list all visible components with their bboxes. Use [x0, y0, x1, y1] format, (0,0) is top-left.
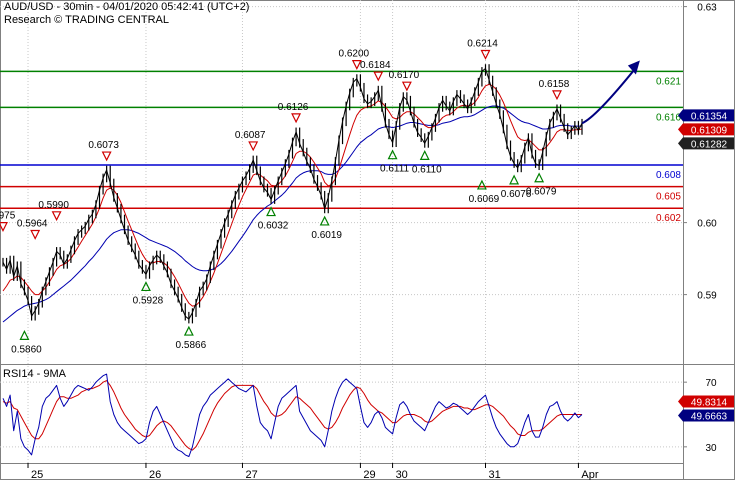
rsi-tag-label: 49.8314: [691, 398, 728, 409]
level-label: 0.616: [656, 112, 681, 123]
pivot-label: 0.6032: [258, 221, 289, 232]
x-tick-label: 26: [149, 469, 161, 480]
y-tick-label: 0.63: [697, 3, 717, 14]
pivot-label: 0.6079: [526, 187, 557, 198]
pivot-label: 0.5975: [0, 211, 16, 222]
pivot-label: 0.5928: [133, 295, 164, 306]
resistance-marker: [291, 113, 302, 124]
pivot-label: 0.5866: [176, 340, 207, 351]
resistance-marker: [552, 90, 562, 101]
pivot-label: 0.6073: [88, 140, 119, 151]
rsi-ma-line: [2, 380, 582, 451]
price-tag: 0.61282: [678, 137, 734, 150]
resistance-marker: [0, 222, 8, 232]
level-label: 0.608: [656, 170, 681, 181]
rsi-line: [2, 373, 583, 457]
price-tag: 0.61309: [678, 123, 734, 136]
projection-arrow: [581, 65, 638, 125]
x-tick-label: 29: [363, 469, 375, 480]
series-line-ema-slow: [2, 105, 582, 323]
x-tick-label: 30: [396, 469, 408, 480]
x-tick-label: 31: [489, 469, 501, 480]
x-tick-label: 27: [245, 469, 257, 480]
resistance-marker: [480, 49, 491, 60]
price-tag-label: 0.61309: [691, 125, 728, 136]
rsi-title: RSI14 - 9MA: [3, 368, 67, 380]
pivot-label: 0.6126: [278, 102, 309, 113]
pivot-label: 0.6076: [501, 189, 532, 200]
resistance-marker: [30, 229, 41, 240]
support-marker: [19, 330, 30, 340]
support-marker: [183, 325, 194, 336]
price-tag-bg: [678, 123, 734, 136]
price-tag-label: 0.61282: [691, 139, 728, 150]
pivot-label: 0.6170: [389, 70, 420, 81]
resistance-marker: [401, 81, 412, 92]
price-tag-bg: [678, 109, 734, 122]
rsi-tag-bg: [678, 395, 734, 408]
pivot-label: 0.6158: [539, 79, 570, 90]
x-tick-label: 25: [31, 469, 43, 480]
y-tick-label: 0.60: [697, 219, 717, 230]
pivot-label: 0.6200: [339, 49, 370, 60]
rsi-y-tick-label: 30: [705, 443, 717, 454]
resistance-marker: [373, 71, 384, 82]
support-marker: [419, 150, 430, 160]
pivot-label: 0.6214: [467, 39, 498, 50]
support-marker: [509, 174, 520, 185]
resistance-marker: [351, 59, 362, 70]
support-marker: [266, 206, 277, 217]
support-marker: [140, 281, 151, 292]
rsi-y-tick-label: 70: [705, 378, 717, 389]
resistance-marker: [51, 211, 62, 222]
support-marker: [534, 172, 545, 183]
y-tick-label: 0.59: [697, 291, 717, 302]
support-marker: [319, 215, 330, 226]
pivot-label: 0.6019: [311, 230, 342, 241]
support-marker: [476, 179, 487, 190]
series-line-price: [2, 68, 583, 320]
pivot-label: 0.5990: [38, 200, 69, 211]
pivot-label: 0.6110: [412, 164, 442, 175]
pivot-label: 0.6069: [469, 194, 500, 205]
pivot-label: 0.5964: [17, 219, 48, 230]
x-tick-label: Apr: [581, 469, 598, 480]
pivot-label: 0.6087: [235, 130, 266, 141]
pivot-label: 0.5860: [11, 344, 42, 355]
rsi-tag-label: 49.6663: [691, 412, 728, 423]
resistance-marker: [248, 141, 259, 152]
projection-arrowhead: [627, 60, 640, 75]
price-tag-bg: [678, 137, 734, 150]
level-label: 0.605: [656, 192, 681, 203]
pivot-label: 0.6111: [380, 164, 410, 175]
chart-title: AUD/USD - 30min - 04/01/2020 05:42:41 (U…: [4, 1, 250, 13]
chart-subtitle: Research © TRADING CENTRAL: [4, 14, 169, 26]
price-tag-label: 0.61354: [691, 111, 728, 122]
support-marker: [387, 149, 398, 160]
level-label: 0.602: [656, 213, 681, 224]
level-label: 0.621: [656, 76, 681, 87]
price-tag: 0.61354: [678, 109, 734, 122]
pivot-label: 0.6184: [360, 60, 391, 71]
resistance-marker: [101, 151, 112, 162]
rsi-tag-bg: [678, 409, 734, 422]
